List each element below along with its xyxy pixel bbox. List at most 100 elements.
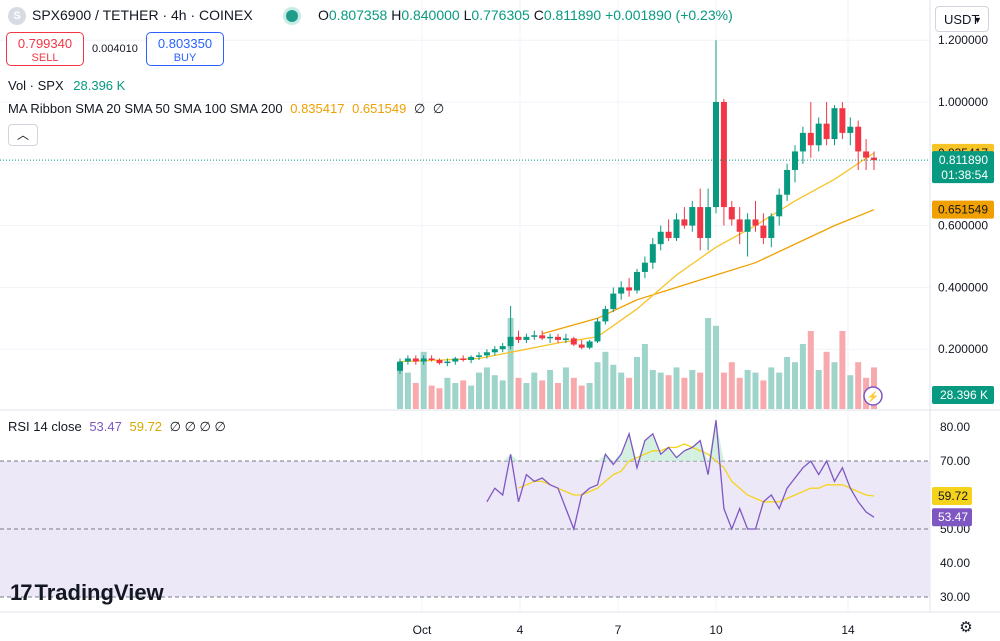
candle-body [847,126,854,133]
volume-bar [776,372,783,409]
volume-bar [610,364,617,409]
chevron-up-icon: ︿ [16,128,29,142]
rsi-legend[interactable]: RSI 14 close 53.47 59.72 ∅ ∅ ∅ ∅ [8,419,226,435]
last-price-text: 01:38:54 [941,168,988,182]
ma-ribbon-label: MA Ribbon SMA 20 SMA 50 SMA 100 SMA 200 [8,101,283,116]
rsi-axis-label: 30.00 [940,590,970,604]
volume-bar [728,362,735,409]
candle-body [673,219,680,238]
rsi-ma-badge [932,486,972,505]
close-value: 0.811890 [543,7,602,23]
candle-body [768,216,775,238]
volume-badge [932,386,994,404]
volume-bar [404,372,411,409]
candle-body [855,126,862,152]
candle-body [681,219,688,226]
time-axis-label: 14 [841,623,855,637]
rsi-axis-label: 70.00 [940,454,970,468]
volume-bar [483,367,490,409]
candle-body [689,207,696,226]
volume-bar [855,362,862,409]
rsi-ma-line [518,443,875,503]
rsi-overbought-fill [700,440,709,461]
ma-value-2: 0.651549 [352,101,407,116]
volume-bar [697,372,704,409]
candle-body [420,358,427,362]
candle-body [823,123,830,140]
rsi-ma-badge-text: 59.72 [938,489,968,503]
time-axis-label: Oct [413,623,432,637]
currency-select[interactable]: USDT ▼ [935,6,989,32]
volume-bar [507,318,514,409]
volume-bar [760,380,767,409]
rsi-line [486,420,875,532]
chart-title[interactable]: SPX6900 / TETHER · 4h · COINEX [32,7,253,23]
candle-body [839,108,846,133]
ma-value-4: ∅ [432,101,445,116]
volume-bar [823,351,830,409]
volume-bar [831,362,838,409]
ma-ribbon-legend[interactable]: MA Ribbon SMA 20 SMA 50 SMA 100 SMA 200 … [8,101,444,117]
candle-body [736,219,743,232]
sell-button[interactable]: 0.799340 SELL [6,32,84,66]
volume-bar [641,344,648,409]
open-label: O [318,7,329,23]
volume-bar [665,375,672,409]
candle-body [634,271,640,291]
price-axis-label: 0.400000 [938,280,988,294]
candle-body [397,361,403,371]
sma50-line [542,209,875,335]
market-open-status-icon [286,10,298,22]
candle-body [476,355,482,357]
volume-bar [649,370,656,409]
candle-body [452,358,459,362]
collapse-indicators-button[interactable]: ︿ [8,124,38,146]
buy-label: BUY [173,52,197,64]
volume-bar [720,372,727,409]
volume-bar [618,372,625,409]
volume-bar [586,383,593,409]
volume-bar [547,370,554,409]
candle-body [626,287,633,291]
sell-label: SELL [31,52,59,64]
volume-bar [626,377,633,409]
volume-bar [570,377,577,409]
volume-bar [752,372,759,409]
volume-bar [594,362,601,409]
rsi-overbought-fill [644,433,653,461]
candle-body [499,346,506,350]
volume-bar [657,372,664,409]
candle-body [436,360,443,364]
low-label: L [463,7,472,23]
high-value: 0.840000 [401,7,460,23]
volume-bar [476,372,482,409]
last-price-text: 0.811890 [939,153,988,167]
candle-body [468,356,475,361]
gear-icon[interactable]: ⚙ [959,619,973,636]
close-label: C [533,7,544,23]
last-price-badge [932,151,994,184]
volume-bar [468,385,475,409]
candle-body [570,338,577,345]
volume-bar [562,367,569,409]
volume-bar [555,383,561,409]
candle-body [547,336,554,339]
sma50-price-text: 0.651549 [938,203,988,217]
volume-legend[interactable]: Vol · SPX 28.396 K [8,78,125,93]
ma-value-3: ∅ [413,101,426,116]
change-value: +0.001890 (+0.23%) [605,7,733,23]
candle-body [665,231,672,238]
rsi-empty-values: ∅ ∅ ∅ ∅ [169,419,226,434]
candle-body [720,102,727,208]
buy-button[interactable]: 0.803350 BUY [146,32,224,66]
candle-body [871,157,877,161]
candle-body [792,151,798,170]
candle-body [539,335,546,339]
rsi-overbought-fill [613,454,622,461]
volume-bar [602,351,609,409]
high-label: H [391,7,402,23]
rsi-badge-text: 53.47 [938,510,968,524]
sma20-line [399,152,875,363]
tradingview-logo[interactable]: 17 TradingView [10,580,164,606]
